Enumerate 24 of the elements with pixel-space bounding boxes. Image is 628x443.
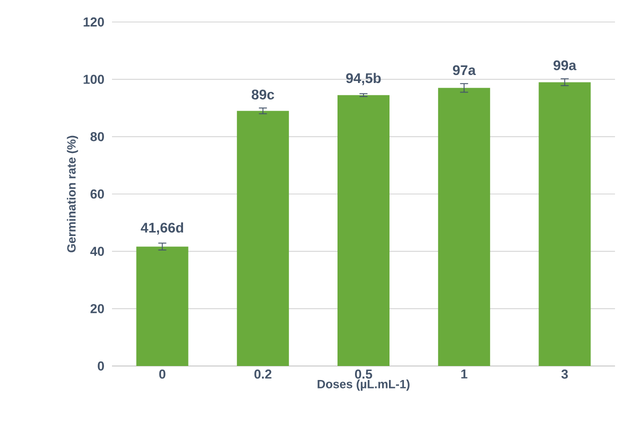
y-tick-label: 80 — [90, 132, 104, 142]
data-label: 97a — [452, 65, 476, 76]
data-label: 89c — [252, 90, 274, 100]
y-tick-label: 60 — [90, 189, 104, 199]
y-tick-label: 0 — [98, 361, 104, 371]
bar — [338, 95, 390, 366]
x-tick-label: 3 — [561, 370, 568, 379]
y-tick-label: 40 — [90, 246, 104, 256]
bar — [438, 88, 490, 366]
bar — [538, 82, 591, 366]
data-label: 94,5b — [346, 72, 381, 86]
y-tick-label: 20 — [90, 304, 104, 314]
data-label: 99a — [554, 60, 576, 70]
y-tick-label: 100 — [84, 74, 104, 84]
data-label: 41,66d — [140, 222, 184, 235]
x-tick-label: 0 — [159, 370, 166, 379]
bar — [136, 246, 188, 366]
x-axis-title: Doses (µL.mL-1) — [318, 380, 410, 391]
bar — [236, 110, 289, 366]
x-tick-label: 0.2 — [254, 370, 272, 379]
x-tick-label: 1 — [461, 370, 468, 378]
y-tick-label: 120 — [84, 17, 104, 27]
x-tick-label: 0.5 — [355, 370, 372, 379]
y-axis-title: Germination rate (%) — [66, 136, 78, 252]
